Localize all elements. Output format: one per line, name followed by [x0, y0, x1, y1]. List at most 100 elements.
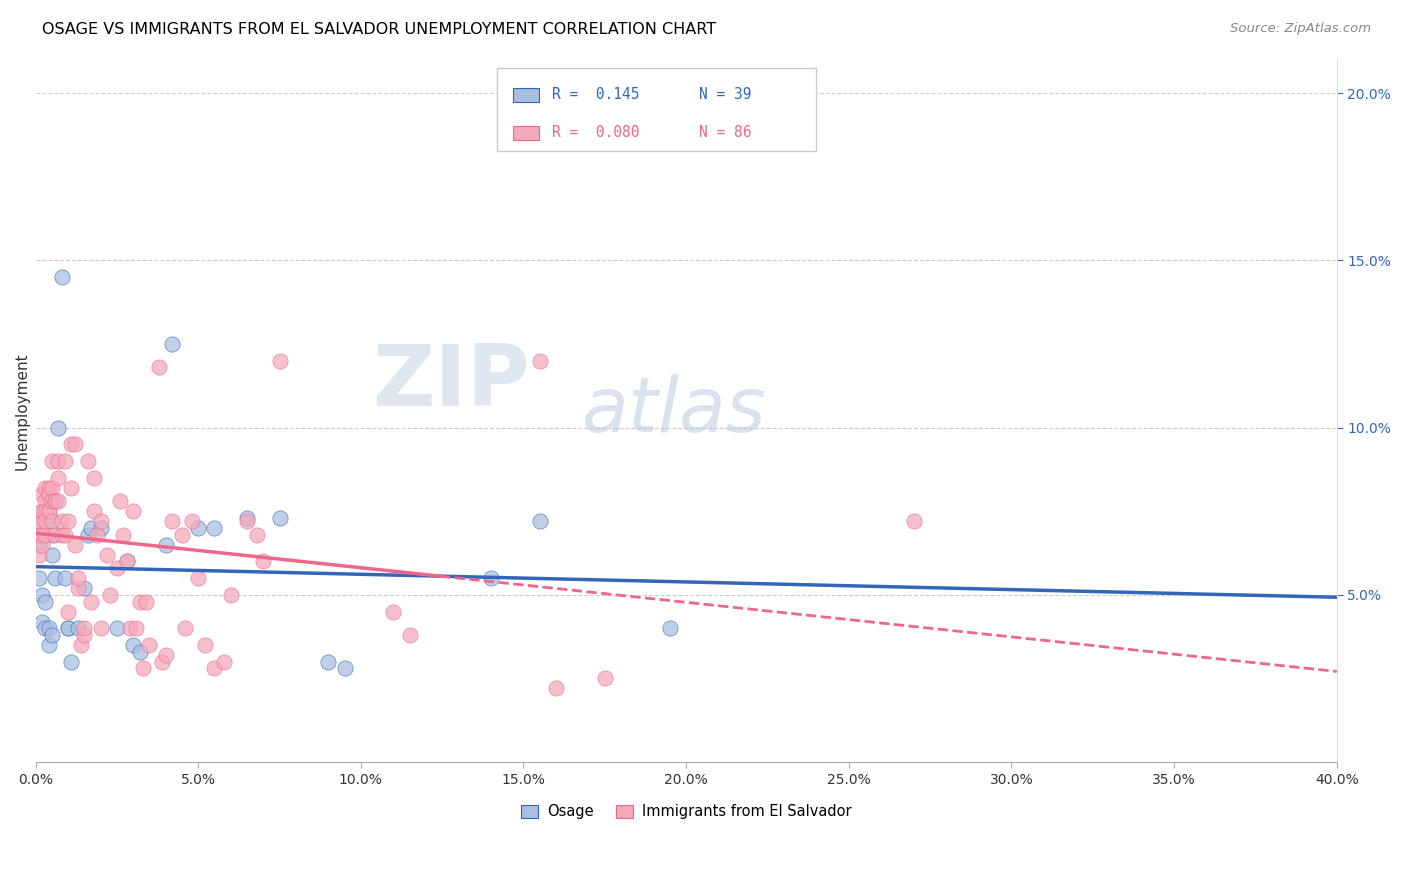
Point: [41, 454, 63, 468]
Point: [70, 638, 93, 652]
Text: N = 86: N = 86: [699, 125, 752, 140]
Point: [38, 638, 60, 652]
Point: [31, 504, 53, 518]
Point: [56, 514, 79, 528]
Point: [31, 504, 53, 518]
Y-axis label: Unemployment: Unemployment: [15, 352, 30, 470]
Point: [152, 655, 174, 669]
Point: [34, 621, 56, 635]
Point: [31, 527, 53, 541]
Point: [28, 571, 51, 585]
Point: [44, 494, 66, 508]
Point: [90, 514, 112, 528]
Point: [28, 514, 51, 528]
Point: [122, 638, 145, 652]
Point: [41, 514, 63, 528]
Point: [333, 661, 356, 675]
Point: [28, 514, 51, 528]
Point: [34, 594, 56, 608]
Point: [38, 504, 60, 518]
Point: [51, 514, 73, 528]
Point: [76, 454, 98, 468]
Point: [96, 548, 118, 562]
Point: [155, 648, 177, 662]
Point: [31, 487, 53, 501]
Point: [128, 645, 150, 659]
Point: [398, 628, 420, 642]
Point: [34, 514, 56, 528]
Text: N = 39: N = 39: [699, 87, 752, 102]
Point: [212, 655, 235, 669]
Point: [66, 581, 89, 595]
Point: [105, 621, 128, 635]
Point: [90, 621, 112, 635]
Point: [90, 521, 112, 535]
Point: [73, 581, 96, 595]
Point: [41, 527, 63, 541]
Point: [38, 481, 60, 495]
Point: [46, 454, 69, 468]
Point: [138, 638, 160, 652]
Point: [194, 638, 217, 652]
Point: [132, 661, 155, 675]
Text: OSAGE VS IMMIGRANTS FROM EL SALVADOR UNEMPLOYMENT CORRELATION CHART: OSAGE VS IMMIGRANTS FROM EL SALVADOR UNE…: [42, 22, 716, 37]
Text: R =  0.145: R = 0.145: [553, 87, 640, 102]
Point: [155, 538, 177, 552]
Point: [41, 481, 63, 495]
FancyBboxPatch shape: [513, 126, 538, 140]
Point: [38, 504, 60, 518]
Point: [128, 594, 150, 608]
Point: [105, 561, 128, 575]
Point: [41, 494, 63, 508]
Point: [187, 521, 209, 535]
FancyBboxPatch shape: [513, 87, 538, 102]
Point: [34, 504, 56, 518]
Point: [53, 571, 76, 585]
Point: [148, 360, 170, 375]
Point: [60, 437, 83, 451]
Point: [160, 514, 183, 528]
Point: [115, 554, 138, 568]
Point: [160, 337, 183, 351]
Point: [86, 527, 108, 541]
Point: [80, 521, 103, 535]
Point: [56, 621, 79, 635]
Point: [41, 548, 63, 562]
Point: [46, 420, 69, 434]
Point: [658, 621, 681, 635]
Point: [118, 621, 141, 635]
Point: [53, 527, 76, 541]
Point: [112, 527, 135, 541]
Point: [83, 504, 105, 518]
Point: [73, 628, 96, 642]
Point: [187, 571, 209, 585]
Point: [73, 621, 96, 635]
FancyBboxPatch shape: [498, 68, 817, 151]
Point: [100, 588, 122, 602]
Point: [66, 571, 89, 585]
Point: [108, 494, 131, 508]
Point: [60, 481, 83, 495]
Point: [56, 605, 79, 619]
Text: R =  0.080: R = 0.080: [553, 125, 640, 140]
Point: [38, 621, 60, 635]
Point: [269, 353, 291, 368]
Point: [38, 487, 60, 501]
Point: [60, 655, 83, 669]
Point: [28, 548, 51, 562]
Point: [31, 588, 53, 602]
Point: [28, 527, 51, 541]
Point: [479, 571, 502, 585]
Point: [31, 615, 53, 629]
Point: [593, 672, 616, 686]
Point: [529, 353, 551, 368]
Point: [122, 504, 145, 518]
Point: [170, 527, 193, 541]
Point: [56, 621, 79, 635]
Point: [66, 621, 89, 635]
Text: ZIP: ZIP: [373, 342, 530, 425]
Point: [34, 481, 56, 495]
Point: [34, 494, 56, 508]
Point: [53, 454, 76, 468]
Point: [63, 538, 86, 552]
